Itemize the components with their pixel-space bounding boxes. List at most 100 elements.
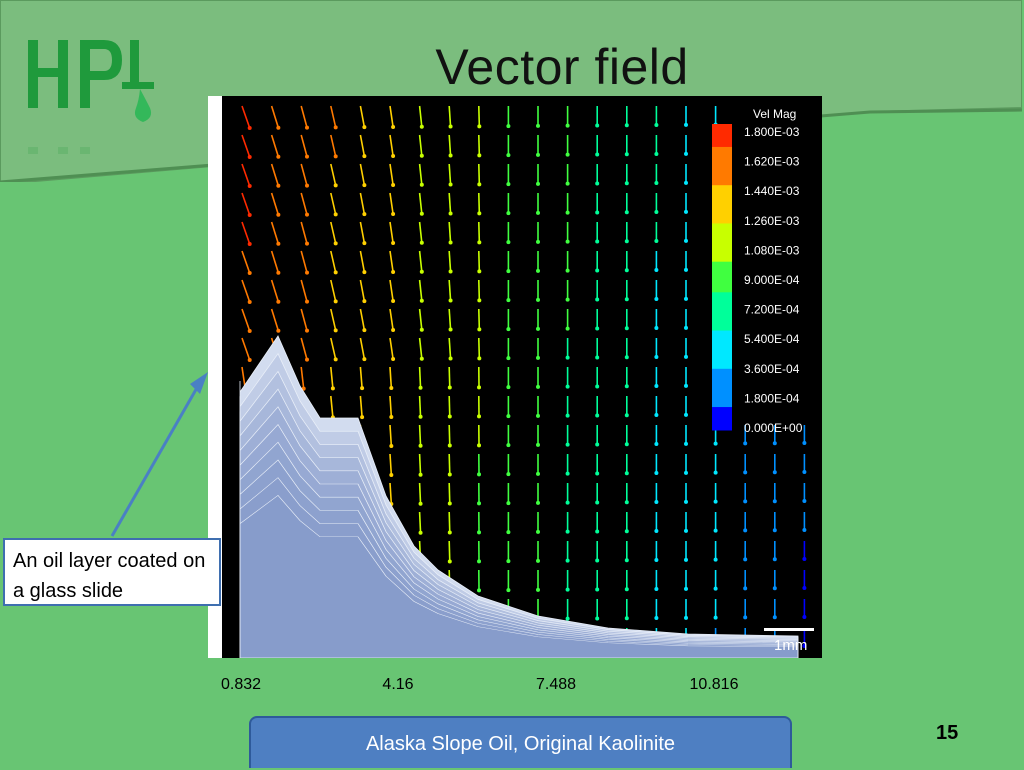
legend-level-label: 1.800E-04 xyxy=(744,391,800,405)
legend-color-step xyxy=(712,139,732,147)
velocity-vector xyxy=(479,280,480,300)
legend-level-label: 7.200E-04 xyxy=(744,303,800,317)
vector-head xyxy=(305,329,309,333)
vector-head xyxy=(248,329,252,333)
vector-head xyxy=(334,183,338,187)
vector-head xyxy=(743,615,747,619)
vector-head xyxy=(276,329,280,333)
legend-color-step xyxy=(712,331,732,339)
vector-head xyxy=(566,385,570,389)
vector-head xyxy=(566,588,570,592)
vector-head xyxy=(449,299,453,303)
vector-head xyxy=(536,356,540,360)
velocity-vector xyxy=(449,541,450,562)
vector-head xyxy=(536,182,540,186)
legend-color-step xyxy=(712,384,732,392)
x-tick-label: 4.16 xyxy=(382,676,413,694)
vector-head xyxy=(506,211,510,215)
vector-head xyxy=(654,558,658,562)
velocity-vector xyxy=(449,483,450,504)
vector-head xyxy=(595,181,599,185)
legend-color-step xyxy=(712,254,732,262)
vector-head xyxy=(362,154,366,158)
velocity-vector xyxy=(479,222,480,242)
vector-head xyxy=(420,357,424,361)
vector-head xyxy=(449,270,453,274)
velocity-vector xyxy=(479,164,480,184)
legend-level-label: 1.800E-03 xyxy=(744,125,800,139)
vector-head xyxy=(248,126,252,130)
vector-head xyxy=(449,357,453,361)
legend-level-label: 9.000E-04 xyxy=(744,273,800,287)
vector-head xyxy=(506,443,510,447)
vector-head xyxy=(276,126,280,130)
vector-field-plot: Vel Mag1.800E-031.620E-031.440E-031.260E… xyxy=(208,96,822,658)
legend-color-step xyxy=(712,185,732,193)
vector-head xyxy=(362,212,366,216)
velocity-vector xyxy=(449,367,450,388)
vector-head xyxy=(389,444,393,448)
vector-head xyxy=(595,210,599,214)
vector-head xyxy=(595,123,599,127)
vector-head xyxy=(334,154,338,158)
velocity-vector xyxy=(449,512,450,533)
vector-head xyxy=(802,441,806,445)
vector-head xyxy=(506,559,510,563)
vector-head xyxy=(391,270,395,274)
vector-head xyxy=(714,558,718,562)
vector-head xyxy=(477,443,481,447)
vector-head xyxy=(654,181,658,185)
vector-head xyxy=(684,529,688,533)
vector-head xyxy=(595,326,599,330)
vector-head xyxy=(449,183,453,187)
vector-head xyxy=(276,300,280,304)
legend-color-step xyxy=(712,178,732,186)
vector-head xyxy=(419,473,423,477)
legend-color-step xyxy=(712,216,732,224)
vector-head xyxy=(391,299,395,303)
vector-head xyxy=(276,271,280,275)
vector-head xyxy=(362,183,366,187)
vector-head xyxy=(773,470,777,474)
vector-head xyxy=(654,123,658,127)
vector-head xyxy=(625,355,629,359)
vector-head xyxy=(477,501,481,505)
vector-head xyxy=(684,587,688,591)
vector-head xyxy=(625,413,629,417)
velocity-vector xyxy=(420,367,421,388)
vector-head xyxy=(477,182,481,186)
vector-head xyxy=(773,441,777,445)
velocity-vector xyxy=(420,512,421,533)
vector-head xyxy=(448,473,452,477)
vector-head xyxy=(684,384,688,388)
vector-head xyxy=(362,299,366,303)
vector-head xyxy=(773,499,777,503)
legend-color-step xyxy=(712,354,732,362)
legend-color-step xyxy=(712,407,732,415)
vector-head xyxy=(802,557,806,561)
legend-color-step xyxy=(712,308,732,316)
vector-head xyxy=(566,414,570,418)
vector-head xyxy=(334,328,338,332)
vector-head xyxy=(477,124,481,128)
vector-head xyxy=(743,586,747,590)
vector-head xyxy=(595,471,599,475)
vector-head xyxy=(566,182,570,186)
vector-head xyxy=(625,471,629,475)
vector-head xyxy=(420,125,424,129)
vector-head xyxy=(714,471,718,475)
vector-head xyxy=(477,211,481,215)
vector-head xyxy=(248,184,252,188)
vector-head xyxy=(536,472,540,476)
vector-head xyxy=(506,240,510,244)
vector-head xyxy=(684,152,688,156)
legend-color-step xyxy=(712,346,732,354)
legend-color-step xyxy=(712,323,732,331)
vector-head xyxy=(506,327,510,331)
vector-head xyxy=(391,328,395,332)
vector-head xyxy=(654,500,658,504)
legend-level-label: 1.440E-03 xyxy=(744,184,800,198)
legend-color-step xyxy=(712,338,732,346)
vector-head xyxy=(654,413,658,417)
